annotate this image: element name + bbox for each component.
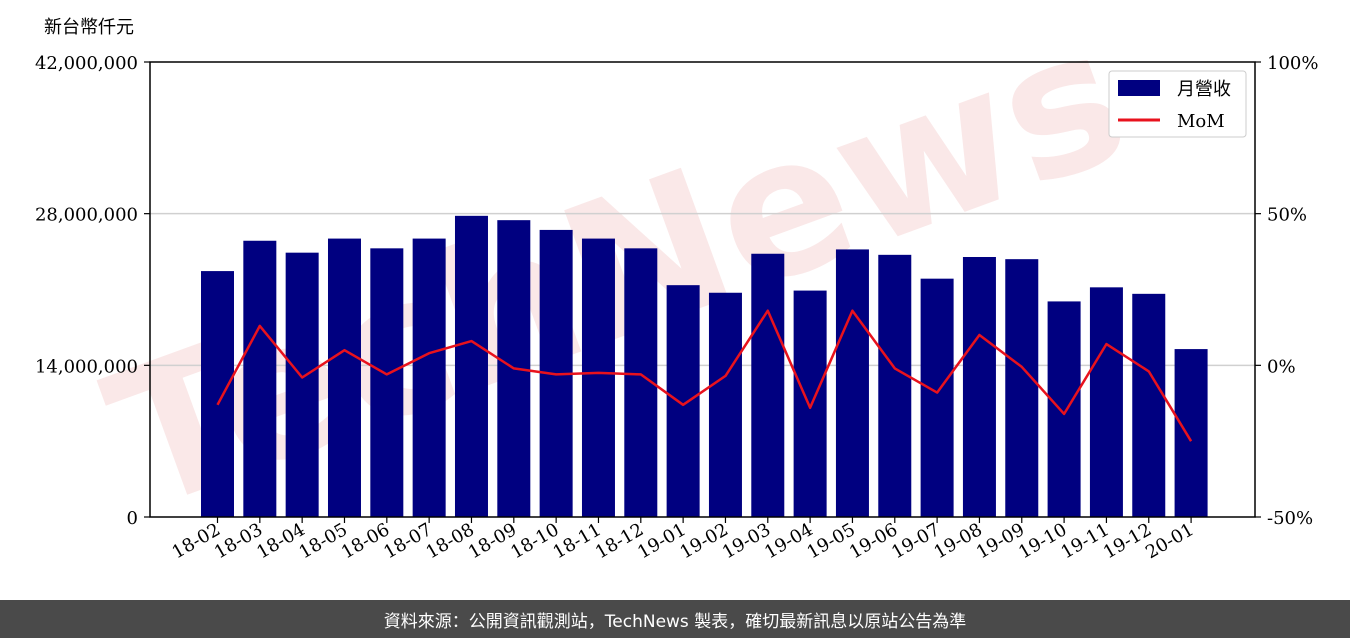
line-series [216,309,1193,442]
footer-source-text: 資料來源：公開資訊觀測站，TechNews 製表，確切最新訊息以原站公告為準 [383,611,967,632]
legend-bar-swatch [1118,80,1160,96]
x-axis-ticks: 18-0218-0318-0418-0518-0618-0718-0818-09… [169,517,1198,563]
x-tick-label: 20-01 [1142,519,1197,563]
bar-19-06 [878,254,912,518]
left-axis-ticks: 0 14,000,000 28,000,000 42,000,000 [35,53,150,529]
footer-source: 資料來源：公開資訊觀測站，TechNews 製表，確切最新訊息以原站公告為準 [0,600,1350,638]
bar-19-05 [835,249,869,517]
bar-20-01 [1174,349,1208,517]
right-tick-label: -50% [1267,508,1313,529]
bar-19-03 [751,253,785,517]
bar-18-02 [201,271,234,517]
plot-frame [149,61,1256,518]
bar-19-10 [1047,301,1081,517]
right-tick-label: 0% [1267,356,1296,377]
left-tick-label: 14,000,000 [35,356,138,377]
left-tick-label: 42,000,000 [35,53,138,74]
bar-18-04 [285,252,319,517]
bar-18-03 [243,240,277,517]
bar-19-01 [666,285,700,517]
legend-line-label: MoM [1177,111,1225,132]
bar-19-12 [1132,293,1166,517]
left-tick-label: 28,000,000 [35,205,138,226]
mom-line [216,309,1193,442]
bar-19-02 [708,292,742,517]
legend: 月營收 MoM [1108,70,1247,138]
bar-19-09 [1005,259,1039,517]
right-tick-label: 100% [1267,53,1318,74]
bar-19-04 [793,290,827,517]
bar-19-08 [962,257,996,517]
revenue-mom-chart: TechNews 014,000,00028,000,00042,000,000… [35,0,1319,563]
bar-18-05 [327,238,361,518]
bar-18-11 [581,238,615,518]
bar-18-06 [370,248,404,518]
unit-label: 新台幣仟元 [44,17,134,38]
right-axis-ticks: -50% 0% 50% 100% [1255,53,1318,529]
bar-18-08 [454,215,488,518]
bar-19-07 [920,278,954,517]
left-tick-label: 0 [127,508,138,529]
legend-bar-label: 月營收 [1177,79,1231,100]
bar-18-07 [412,238,446,518]
bar-series [201,215,1208,518]
bar-19-11 [1089,287,1123,517]
right-tick-label: 50% [1267,205,1307,226]
